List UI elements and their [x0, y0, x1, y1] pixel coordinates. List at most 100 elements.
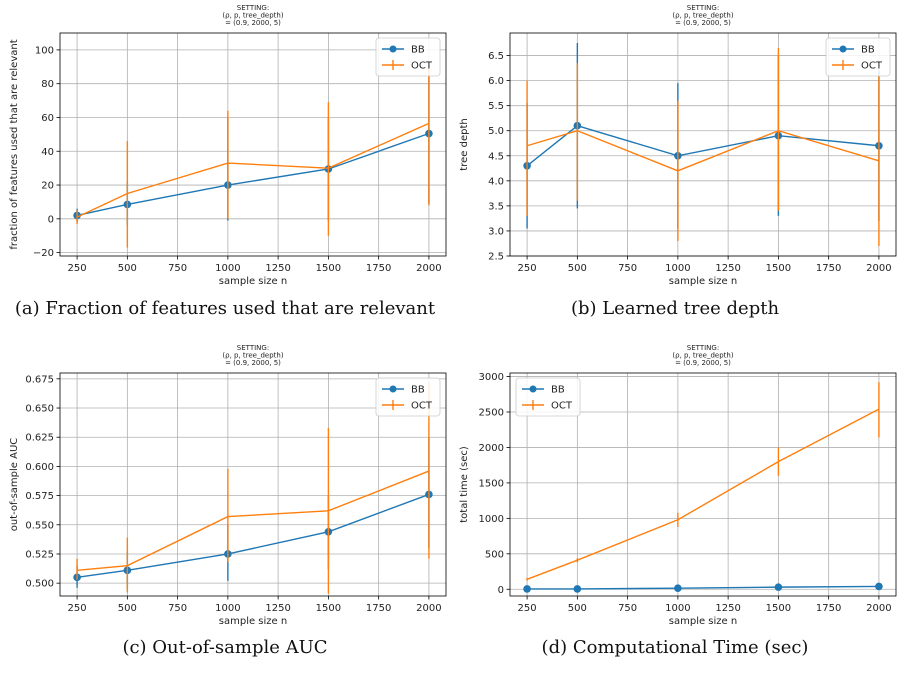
- x-tick-label: 500: [568, 603, 587, 614]
- y-tick-label: 0.675: [25, 374, 54, 385]
- y-tick-label: 0.625: [25, 433, 54, 444]
- x-axis-label: sample size n: [669, 616, 737, 627]
- y-tick-label: 2500: [479, 407, 504, 418]
- legend-label-oct: OCT: [551, 401, 573, 412]
- y-axis-label: fraction of features used that are relev…: [9, 39, 20, 249]
- y-tick-label: 5.5: [488, 101, 504, 112]
- x-tick-label: 2000: [866, 603, 891, 614]
- chart-title-line: = (0.9, 2000, 5): [225, 19, 281, 27]
- y-tick-label: 0.600: [25, 462, 54, 473]
- y-tick-label: 20: [41, 181, 54, 192]
- y-tick-label: 0.650: [25, 404, 54, 415]
- x-tick-label: 1000: [665, 263, 690, 274]
- legend-label-oct: OCT: [411, 401, 433, 412]
- data-point-bb: [875, 582, 883, 591]
- legend-marker-bb: [839, 45, 847, 53]
- y-tick-label: 3000: [479, 372, 504, 383]
- chart-title-line: (ρ, p, tree_depth): [222, 12, 283, 20]
- legend-label-bb: BB: [861, 45, 875, 56]
- series-line-oct: [526, 408, 880, 580]
- chart-d: 250 500 750 1000 1250 1500 1750 2000 0 500 1000 150…: [459, 344, 897, 627]
- x-tick-label: 250: [518, 263, 537, 274]
- x-tick-label: 1250: [265, 263, 290, 274]
- chart-b: 250 500 750 1000 1250 1500 1750 2000 2.5 3.0 3.5 4.…: [459, 4, 897, 287]
- series-line-oct: [77, 470, 430, 572]
- x-tick-label: 750: [618, 603, 637, 614]
- y-tick-label: −20: [33, 248, 54, 259]
- data-point-bb: [674, 584, 682, 593]
- x-tick-label: 2000: [416, 263, 441, 274]
- y-tick-label: 1000: [479, 514, 504, 525]
- y-tick-label: 6.5: [488, 51, 504, 62]
- chart-title-line: = (0.9, 2000, 5): [225, 359, 281, 367]
- x-tick-label: 1500: [316, 263, 341, 274]
- panel-a: 250 500 750 1000 1250 1500 1750 2000 −20 0 20 40 60 8…: [0, 0, 450, 340]
- x-tick-label: 1250: [265, 603, 290, 614]
- series-line-oct: [526, 129, 880, 172]
- data-point-bb: [523, 585, 531, 593]
- x-tick-label: 1000: [215, 603, 240, 614]
- y-axis-label: total time (sec): [459, 446, 470, 523]
- legend-label-oct: OCT: [411, 61, 433, 72]
- x-tick-label: 750: [168, 263, 187, 274]
- chart-c: 250 500 750 1000 1250 1500 1750 2000 0.500 0.525 0…: [9, 344, 447, 627]
- chart-title-line: SETTING:: [687, 4, 719, 12]
- legend-marker-bb: [389, 45, 397, 53]
- y-axis-label: out-of-sample AUC: [9, 438, 20, 532]
- legend-marker-bb: [529, 385, 537, 393]
- y-tick-label: 0: [498, 585, 504, 596]
- x-tick-label: 1750: [366, 263, 391, 274]
- x-tick-label: 2000: [416, 603, 441, 614]
- legend-label-oct: OCT: [861, 61, 883, 72]
- data-point-bb: [774, 583, 783, 591]
- y-tick-label: 0.525: [25, 549, 54, 560]
- y-tick-label: 2000: [479, 443, 504, 454]
- x-tick-label: 250: [68, 263, 87, 274]
- y-tick-label: 0.550: [25, 520, 54, 531]
- chart-title-line: (ρ, p, tree_depth): [222, 352, 283, 360]
- legend-label-bb: BB: [551, 385, 565, 396]
- y-tick-label: 4.0: [488, 176, 504, 187]
- x-tick-label: 1500: [766, 263, 791, 274]
- y-tick-label: 3.5: [488, 201, 504, 212]
- chart-title-line: SETTING:: [237, 344, 269, 352]
- legend-label-bb: BB: [411, 45, 425, 56]
- legend-marker-bb: [389, 385, 397, 393]
- y-tick-label: 3.0: [488, 226, 504, 237]
- x-axis-label: sample size n: [219, 276, 287, 287]
- x-tick-label: 500: [568, 263, 587, 274]
- chart-a: 250 500 750 1000 1250 1500 1750 2000 −20 0 20 40 60 8…: [9, 4, 447, 287]
- x-tick-label: 2000: [866, 263, 891, 274]
- y-tick-label: 1500: [479, 478, 504, 489]
- plot-frame: [509, 32, 897, 257]
- y-tick-label: 500: [485, 549, 504, 560]
- x-tick-label: 1750: [816, 603, 841, 614]
- x-axis-label: sample size n: [669, 276, 737, 287]
- x-tick-label: 500: [118, 603, 137, 614]
- caption-d: (d) Computational Time (sec): [541, 637, 809, 658]
- y-tick-label: 6.0: [488, 76, 504, 87]
- x-tick-label: 1000: [215, 263, 240, 274]
- chart-title-line: = (0.9, 2000, 5): [675, 359, 731, 367]
- y-tick-label: 80: [41, 79, 54, 90]
- panel-c: 250 500 750 1000 1250 1500 1750 2000 0.500 0.525 0…: [0, 340, 450, 680]
- caption-b: (b) Learned tree depth: [570, 298, 780, 319]
- x-tick-label: 1250: [715, 263, 740, 274]
- y-tick-label: 0: [48, 214, 54, 225]
- data-point-bb: [573, 585, 582, 593]
- x-tick-label: 750: [618, 263, 637, 274]
- caption-c: (c) Out-of-sample AUC: [122, 637, 328, 658]
- x-tick-label: 1750: [366, 603, 391, 614]
- x-tick-label: 1250: [715, 603, 740, 614]
- plot-frame: [59, 372, 447, 597]
- x-tick-label: 1500: [766, 603, 791, 614]
- plot-frame: [59, 32, 447, 257]
- y-tick-label: 5.0: [488, 126, 504, 137]
- y-tick-label: 4.5: [488, 151, 504, 162]
- panel-d: 250 500 750 1000 1250 1500 1750 2000 0 500 1000 150…: [450, 340, 900, 680]
- x-axis-label: sample size n: [219, 616, 287, 627]
- series-line-oct: [76, 122, 430, 218]
- legend-label-bb: BB: [411, 385, 425, 396]
- y-tick-label: 100: [35, 45, 54, 56]
- panel-b: 250 500 750 1000 1250 1500 1750 2000 2.5 3.0 3.5 4.…: [450, 0, 900, 340]
